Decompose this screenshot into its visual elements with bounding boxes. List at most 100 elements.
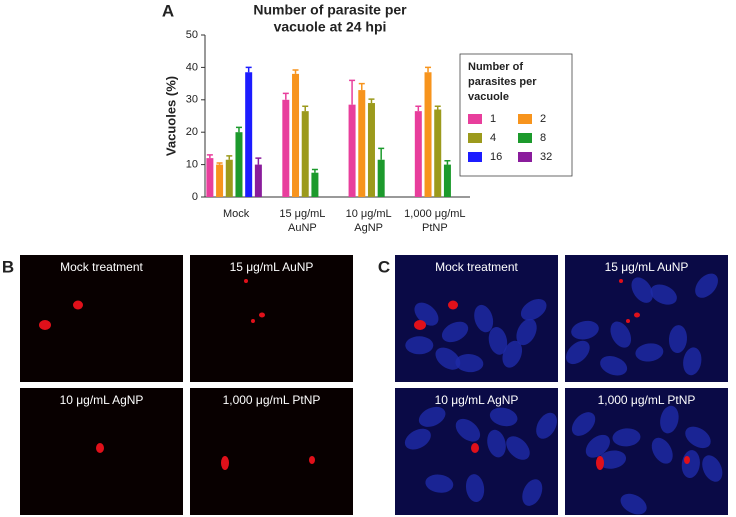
bar	[245, 72, 253, 197]
nucleus	[571, 412, 596, 436]
panel-label: A	[162, 1, 174, 20]
bar	[216, 164, 224, 197]
error-bar	[434, 105, 441, 110]
nucleus	[635, 343, 664, 362]
x-tick-label: 15 μg/mL	[279, 208, 325, 220]
nucleus	[598, 450, 627, 469]
legend-swatch	[468, 133, 482, 143]
error-bar	[282, 92, 289, 100]
error-bar	[245, 66, 252, 73]
x-tick-label: 1,000 μg/mL	[404, 208, 465, 220]
legend-title: vacuole	[468, 91, 509, 103]
nucleus	[435, 347, 461, 370]
nucleus	[668, 325, 687, 354]
nucleus	[536, 412, 557, 439]
parasite	[414, 320, 426, 330]
micrograph	[190, 255, 353, 382]
panel-label: B	[2, 257, 14, 276]
legend-label: 32	[540, 151, 552, 163]
error-bar	[378, 147, 385, 160]
nucleus	[506, 436, 530, 460]
nucleus	[571, 320, 599, 340]
parasite	[634, 312, 640, 318]
image-caption: 1,000 μg/mL PtNP	[598, 393, 696, 407]
parasite	[244, 279, 248, 283]
legend-label: 8	[540, 132, 546, 144]
error-bar	[206, 154, 213, 159]
y-tick-label: 0	[192, 191, 198, 203]
nucleus	[695, 273, 718, 298]
legend-label: 4	[490, 132, 496, 144]
error-bar	[255, 157, 262, 165]
error-bar	[226, 155, 233, 160]
nucleus	[516, 318, 537, 346]
image-caption: 10 μg/mL AgNP	[60, 393, 144, 407]
x-tick-label: AgNP	[354, 222, 383, 234]
nucleus	[465, 474, 485, 503]
error-bar	[444, 159, 451, 165]
error-bar	[311, 168, 318, 173]
bar	[348, 104, 356, 197]
bar	[282, 99, 290, 197]
parasite	[251, 319, 255, 323]
parasite	[221, 456, 229, 470]
nucleus	[685, 426, 711, 449]
bar	[254, 164, 262, 197]
nucleus	[631, 277, 653, 303]
y-tick-label: 20	[186, 126, 198, 138]
legend-swatch	[468, 152, 482, 162]
parasite	[96, 443, 104, 453]
nucleus	[489, 407, 518, 427]
nucleus	[404, 428, 431, 450]
y-tick-label: 10	[186, 159, 198, 171]
error-bar	[292, 69, 299, 74]
parasite	[448, 300, 458, 310]
nucleus	[414, 302, 439, 326]
image-caption: Mock treatment	[435, 260, 518, 274]
bar	[292, 73, 300, 197]
nucleus	[600, 356, 628, 376]
nucleus	[702, 455, 723, 482]
nucleus	[455, 354, 484, 373]
legend-title: Number of	[468, 61, 523, 73]
error-bar	[302, 105, 309, 112]
nucleus	[585, 434, 610, 458]
nucleus	[418, 406, 446, 427]
parasite	[309, 456, 315, 464]
nucleus	[566, 340, 590, 365]
parasite	[259, 312, 265, 318]
parasite	[619, 279, 623, 283]
parasite	[596, 456, 604, 470]
image-caption: Mock treatment	[60, 260, 143, 274]
image-caption: 15 μg/mL AuNP	[230, 260, 314, 274]
bar	[367, 103, 375, 197]
legend-swatch	[518, 114, 532, 124]
image-caption: 1,000 μg/mL PtNP	[223, 393, 321, 407]
y-axis-label: Vacuoles (%)	[163, 76, 178, 156]
nucleus	[683, 347, 702, 376]
error-bar	[368, 98, 375, 104]
error-bar	[235, 126, 242, 133]
x-tick-label: PtNP	[422, 222, 448, 234]
legend-label: 1	[490, 113, 496, 125]
nucleus	[455, 418, 481, 442]
micrograph	[20, 255, 183, 382]
image-caption: 10 μg/mL AgNP	[435, 393, 519, 407]
y-tick-label: 30	[186, 94, 198, 106]
nucleus	[650, 284, 677, 305]
nucleus	[522, 479, 543, 506]
legend-title: parasites per	[468, 76, 537, 88]
nucleus	[610, 321, 632, 348]
nucleus	[487, 429, 506, 458]
error-bar	[415, 105, 422, 112]
parasite	[471, 443, 479, 453]
nucleus	[405, 336, 434, 355]
chart-title: Number of parasite per	[253, 2, 407, 18]
bar	[443, 164, 451, 197]
nucleus	[425, 474, 454, 493]
parasite	[39, 320, 51, 330]
bar	[311, 172, 319, 197]
nucleus	[474, 304, 494, 333]
bar	[225, 159, 233, 197]
panel-label: C	[378, 257, 390, 276]
